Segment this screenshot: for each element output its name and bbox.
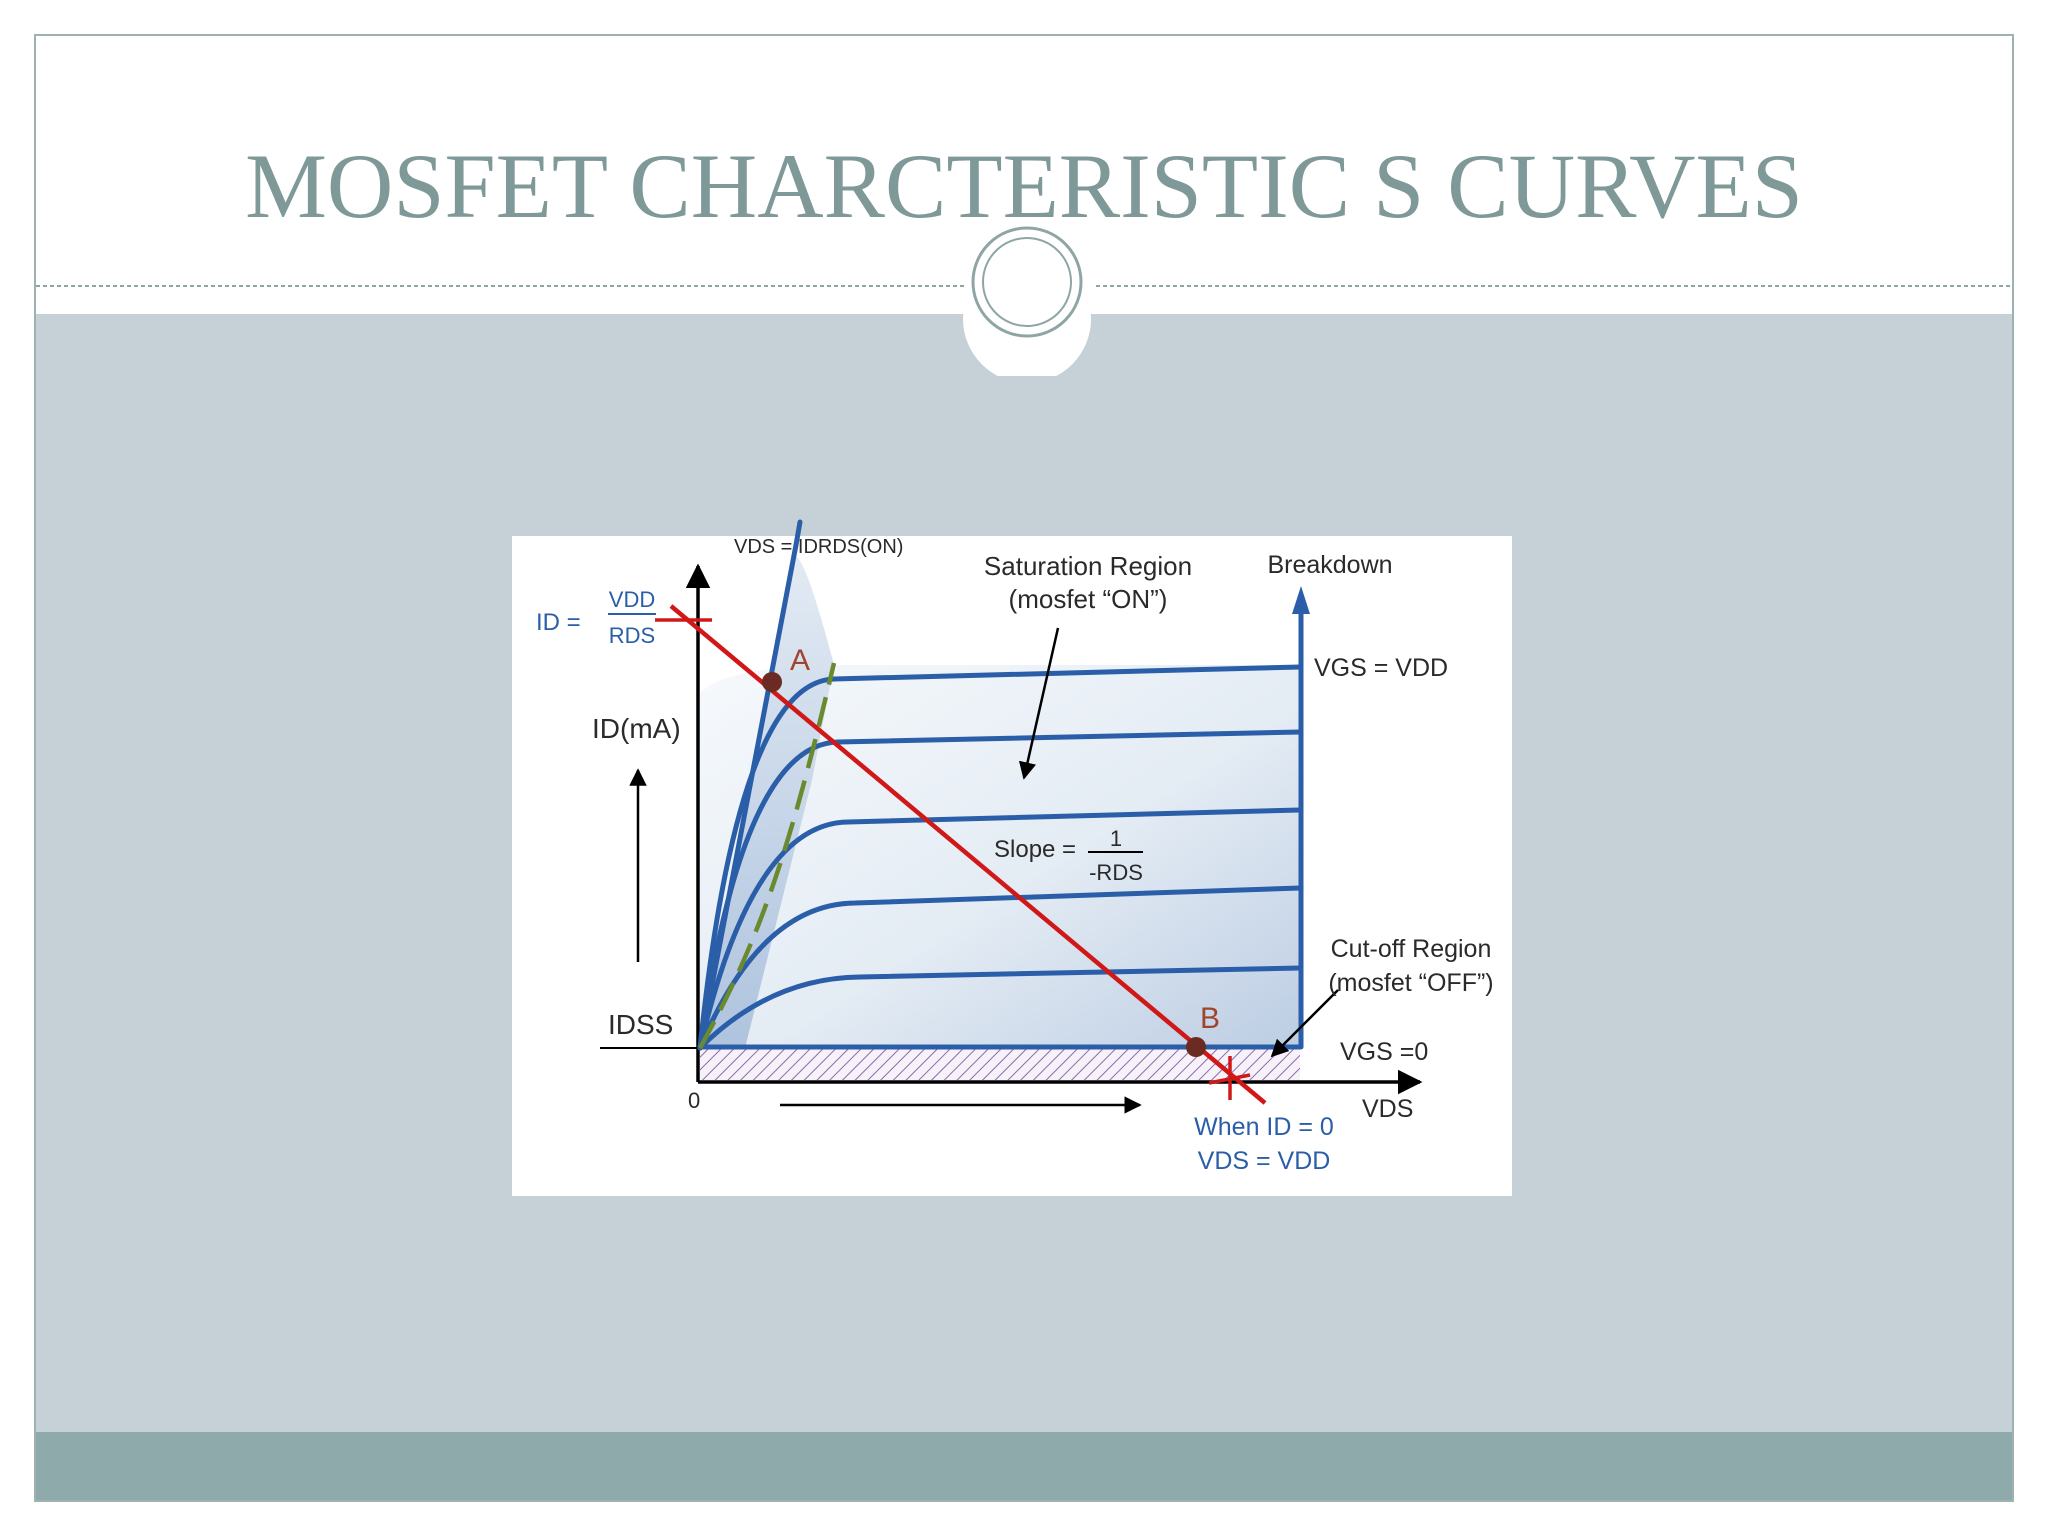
label-slope-den: -RDS [1089,860,1143,885]
label-when-line2: VDS = VDD [1198,1147,1331,1175]
divider-ring-outer [971,226,1083,338]
label-saturation-line2: (mosfet “ON”) [1009,584,1168,614]
point-b-marker [1186,1037,1206,1057]
label-vgs-vdd: VGS = VDD [1314,654,1448,682]
curve-4 [697,729,1303,1051]
curve-vgs-vdd [697,664,1303,1051]
label-idss: IDSS [608,1009,673,1040]
cutoff-pointer-arrow [1270,989,1339,1058]
footer-band [36,1432,2012,1500]
label-id-eq-lhs: ID = [536,609,581,636]
cutoff-region-hatch [700,1048,1300,1080]
label-id-eq-den: RDS [609,623,655,648]
label-vds-axis: VDS [1362,1095,1413,1123]
label-slope-num: 1 [1110,826,1122,851]
label-slope: Slope = [994,836,1076,863]
curve-3 [697,807,1303,1051]
slide: MOSFET CHARCTERISTIC S CURVES [34,34,2014,1502]
load-line-x-cross [1208,1073,1251,1085]
label-cutoff-line1: Cut-off Region [1331,935,1492,963]
saturation-pointer-arrow [1018,627,1060,780]
label-point-b: B [1200,1002,1220,1035]
saturation-region-fill [700,665,1300,1048]
label-breakdown: Breakdown [1267,551,1392,579]
breakdown-arrowhead [1292,586,1310,614]
divider-ring-inner [982,237,1072,327]
rds-on-line-ext [793,519,803,548]
label-saturation-line1: Saturation Region [984,551,1192,581]
curve-2 [697,885,1303,1051]
label-when-line1: When ID = 0 [1194,1113,1334,1141]
label-id-ma: ID(mA) [592,713,681,744]
label-cutoff-line2: (mosfet “OFF”) [1328,969,1493,997]
slide-title: MOSFET CHARCTERISTIC S CURVES [245,135,1803,237]
label-id-eq-num: VDD [609,587,655,612]
label-vgs-zero: VGS =0 [1340,1038,1428,1066]
label-vds-eq: VDS = IDRDS(ON) [734,536,903,558]
label-point-a: A [790,644,810,677]
saturation-boundary-dashed [698,662,837,1050]
label-origin: 0 [688,1088,700,1113]
ohmic-region-fill [700,555,834,1048]
title-divider [36,226,2012,376]
point-a-marker [762,672,782,692]
curve-1 [697,965,1303,1051]
